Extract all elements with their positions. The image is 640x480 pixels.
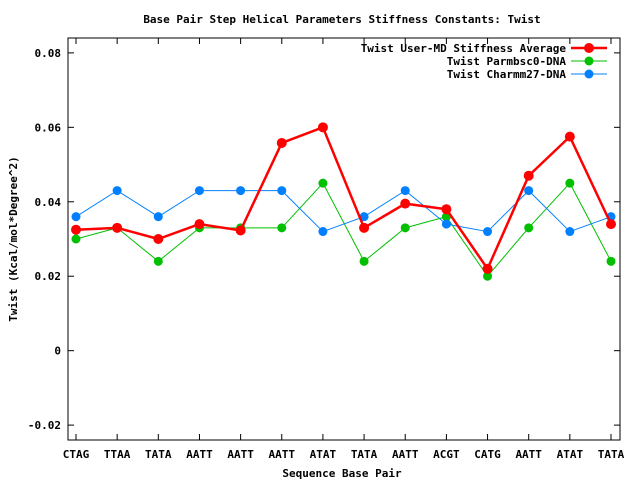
data-point — [318, 178, 328, 188]
x-axis: CTAG TTAA TATA AATT AATT AATT ATAT TATA AATT ACGT… — [63, 38, 625, 461]
y-tick-label: 0.02 — [35, 270, 62, 283]
data-point — [194, 219, 205, 230]
series-3 — [71, 186, 616, 237]
legend-label: Twist Charmm27-DNA — [447, 68, 567, 81]
data-point — [606, 219, 616, 230]
x-tick-label: TATA — [145, 448, 172, 461]
y-axis-label: Twist (Kcal/mol*Degree^2) — [7, 156, 20, 322]
data-point — [194, 186, 204, 196]
data-point — [112, 222, 123, 233]
data-point — [483, 271, 493, 281]
y-tick-label: -0.02 — [28, 419, 61, 432]
data-point — [606, 256, 616, 266]
data-point — [277, 186, 287, 196]
data-point — [359, 222, 370, 233]
data-point — [112, 186, 122, 196]
x-tick-label: AATT — [227, 448, 254, 461]
data-point — [318, 227, 328, 237]
series-1 — [71, 122, 616, 274]
x-tick-label: TATA — [598, 448, 625, 461]
x-tick-label: AATT — [515, 448, 542, 461]
data-point — [523, 170, 534, 181]
data-point — [482, 263, 493, 274]
data-point — [359, 256, 369, 266]
legend-marker — [584, 43, 594, 53]
data-point — [235, 225, 246, 236]
legend-marker — [584, 56, 594, 66]
data-point — [441, 204, 452, 215]
series-line — [75, 182, 612, 277]
legend-label: Twist Parmbsc0-DNA — [447, 55, 567, 68]
data-point — [153, 212, 163, 222]
plot-area-frame — [67, 37, 621, 441]
data-point — [153, 256, 163, 266]
data-point — [483, 227, 493, 237]
y-axis: -0.02 0 0.02 0.04 0.06 0.08 — [28, 47, 620, 432]
x-tick-label: ATAT — [310, 448, 337, 461]
x-tick-label: AATT — [392, 448, 419, 461]
data-point — [71, 234, 81, 244]
legend-label: Twist User-MD Stiffness Average — [361, 42, 567, 55]
series-line — [75, 190, 612, 233]
data-point — [565, 178, 575, 188]
data-point — [359, 212, 369, 222]
y-tick-label: 0.08 — [35, 47, 62, 60]
data-point — [400, 223, 410, 233]
legend-marker — [584, 69, 594, 79]
y-tick-label: 0.04 — [35, 196, 62, 209]
series-layer — [71, 122, 616, 281]
x-tick-label: CATG — [474, 448, 501, 461]
x-tick-label: AATT — [186, 448, 213, 461]
data-point — [441, 219, 451, 229]
x-tick-label: AATT — [269, 448, 296, 461]
x-tick-label: CTAG — [63, 448, 90, 461]
data-point — [236, 186, 246, 196]
data-point — [565, 227, 575, 237]
x-tick-label: TTAA — [104, 448, 131, 461]
data-point — [71, 212, 81, 222]
chart-title: Base Pair Step Helical Parameters Stiffn… — [143, 13, 540, 26]
x-tick-label: ACGT — [433, 448, 460, 461]
data-point — [400, 198, 411, 209]
y-tick-label: 0 — [54, 345, 61, 358]
series-line — [75, 126, 613, 271]
data-point — [400, 186, 410, 196]
series-2 — [71, 178, 616, 281]
data-point — [317, 122, 328, 133]
x-tick-label: ATAT — [557, 448, 584, 461]
data-point — [277, 223, 287, 233]
data-point — [524, 223, 534, 233]
y-tick-label: 0.06 — [35, 121, 62, 134]
data-point — [276, 137, 287, 148]
data-point — [564, 131, 575, 142]
x-axis-label: Sequence Base Pair — [282, 467, 402, 480]
data-point — [524, 186, 534, 196]
x-tick-label: TATA — [351, 448, 378, 461]
data-point — [153, 234, 164, 244]
data-point — [71, 224, 81, 235]
